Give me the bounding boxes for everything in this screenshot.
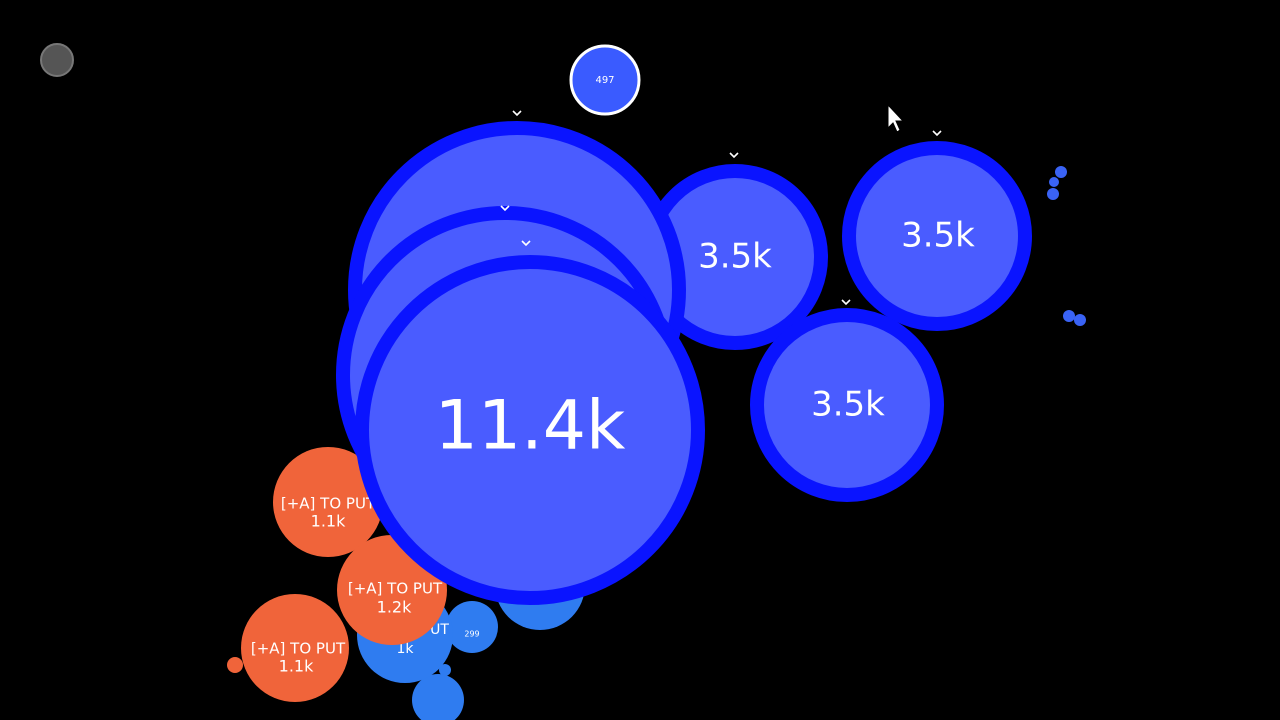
cell-mass: 497 (595, 75, 614, 86)
cell-mass: 3.5k (698, 237, 772, 277)
menu-button[interactable] (40, 43, 74, 77)
player-cell (842, 141, 1032, 331)
cell (241, 594, 349, 702)
cell-mass: 3.5k (901, 216, 975, 256)
cell (412, 674, 464, 720)
player-cell (355, 255, 705, 605)
cell-mass: 1.1k (279, 657, 314, 676)
cell-name: [+A] TO PUT (281, 495, 376, 513)
cell-mass: 299 (464, 630, 479, 639)
cell-mass: 11.4k (435, 387, 626, 466)
cell (446, 601, 498, 653)
cursor (887, 103, 905, 133)
cell (569, 44, 641, 116)
cell-name: [+A] TO PUT (251, 640, 346, 658)
pellets (227, 166, 1086, 676)
cell-mass: 3.5k (811, 385, 885, 425)
cell-mass: 1k (396, 641, 414, 657)
player-cell (750, 308, 944, 502)
cell-mass: 1.2k (377, 598, 412, 617)
cell-name: [+A] TO PUT (348, 580, 443, 598)
cell-mass: 1.1k (311, 512, 346, 531)
cell (273, 447, 383, 557)
direction-markers (500, 110, 942, 306)
